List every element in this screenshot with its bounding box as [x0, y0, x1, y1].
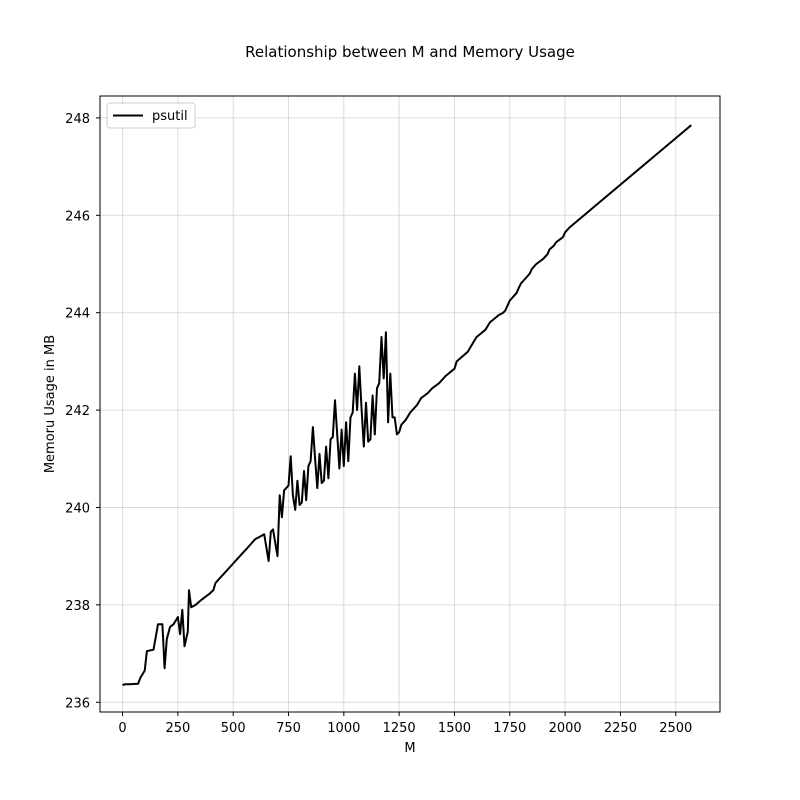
y-tick-label: 244	[65, 307, 90, 322]
legend-box	[106, 102, 196, 129]
grid-lines	[100, 96, 720, 712]
x-tick-label: 1000	[327, 721, 360, 736]
x-tick-label: 750	[276, 721, 301, 736]
y-tick-label: 240	[65, 501, 90, 516]
series-line-psutil	[122, 124, 692, 687]
y-tick-label: 238	[65, 599, 90, 614]
axis-ticks: 0 250 500 750 1000 1250 1500 1750 2000 2250 2500 23…	[65, 112, 692, 736]
y-tick-label: 242	[65, 404, 90, 419]
chart-title: Relationship between M and Memory Usage	[245, 43, 575, 61]
x-tick-label: 500	[221, 721, 246, 736]
x-tick-label: 250	[165, 721, 190, 736]
plot-area-frame	[99, 95, 721, 713]
y-axis-label: Memoru Usage in MB	[43, 335, 58, 473]
series-layer	[122, 124, 692, 687]
x-tick-label: 2000	[549, 721, 582, 736]
x-tick-label: 0	[118, 721, 126, 736]
y-tick-label: 246	[65, 209, 90, 224]
legend: psutil	[106, 102, 196, 129]
x-tick-label: 1250	[383, 721, 416, 736]
x-tick-label: 1500	[438, 721, 471, 736]
x-tick-label: 2250	[604, 721, 637, 736]
x-tick-label: 2500	[659, 721, 692, 736]
y-tick-label: 236	[65, 696, 90, 711]
x-tick-label: 1750	[493, 721, 526, 736]
x-axis-label: M	[404, 741, 415, 756]
legend-label-psutil: psutil	[152, 109, 188, 124]
y-tick-label: 248	[65, 112, 90, 127]
